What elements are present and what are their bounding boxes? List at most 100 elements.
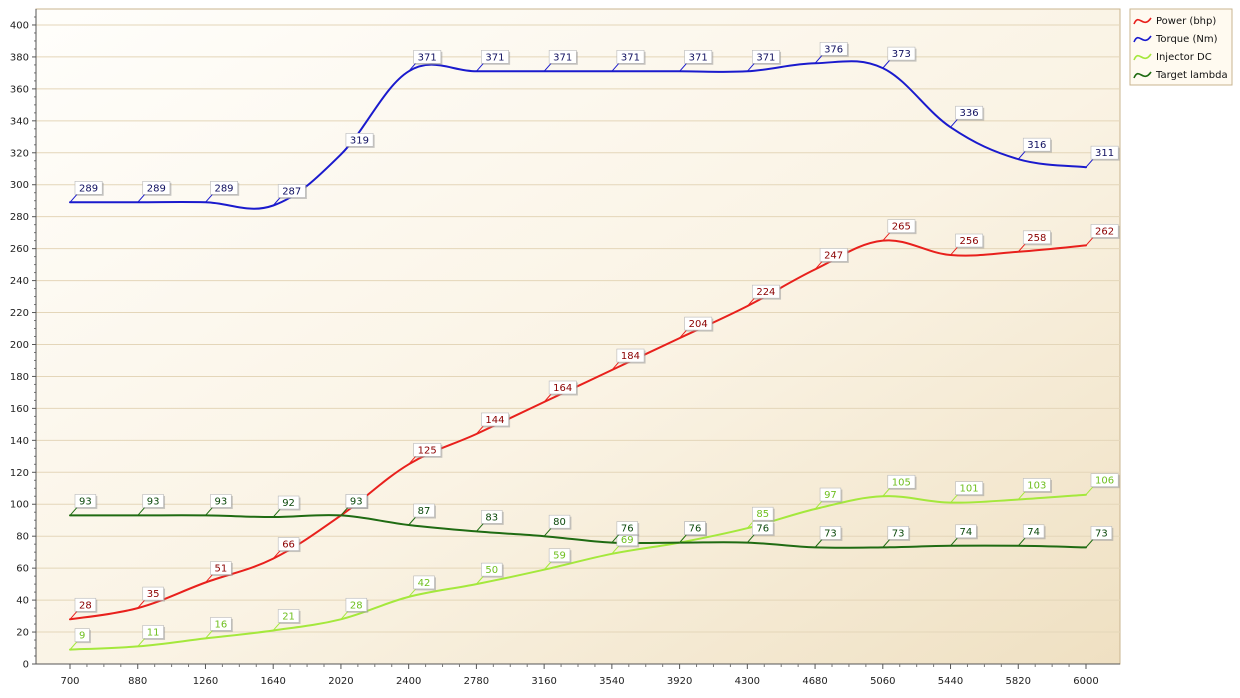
data-label: 73 <box>814 526 843 548</box>
x-tick-label: 1640 <box>260 676 285 687</box>
x-tick-label: 880 <box>128 676 147 687</box>
axes: 0 20 40 60 80 100 120 140 160 180 200 220 240 260 280 3… <box>10 9 1120 687</box>
data-label-leader <box>69 641 78 650</box>
data-label: 28 <box>340 597 369 620</box>
data-label-text: 204 <box>689 319 708 330</box>
legend-item: Power (bhp) <box>1133 16 1216 27</box>
data-label-text: 106 <box>1095 476 1114 487</box>
data-label-leader <box>746 62 755 72</box>
data-label-box <box>819 248 848 262</box>
data-label-text: 74 <box>960 527 973 538</box>
data-label: 371 <box>543 50 578 72</box>
y-tick-label: 180 <box>10 372 29 383</box>
data-label-leader <box>476 425 484 435</box>
data-label-box <box>955 105 984 120</box>
data-label: 164 <box>543 380 578 403</box>
data-label-leader <box>950 246 958 256</box>
data-label-box <box>277 495 300 510</box>
y-tick-label: 360 <box>10 84 29 95</box>
data-label-leader <box>611 534 620 543</box>
data-label-leader <box>882 232 891 241</box>
data-label-leader <box>272 508 281 518</box>
data-label-box <box>345 133 374 147</box>
data-label-box <box>1022 478 1051 492</box>
data-label-box <box>887 46 916 61</box>
data-label: 262 <box>1085 224 1120 246</box>
data-label-text: 164 <box>553 383 572 394</box>
data-label: 371 <box>611 50 646 72</box>
data-label-leader <box>814 54 823 64</box>
data-label-leader <box>814 500 823 510</box>
data-label-box <box>142 494 164 508</box>
data-label-leader <box>679 534 687 543</box>
legend-label: Torque (Nm) <box>1155 34 1218 45</box>
y-tick-label: 220 <box>10 308 29 319</box>
data-label-leader <box>814 261 823 270</box>
legend-swatch-3 <box>1133 71 1152 79</box>
data-label-text: 93 <box>214 496 227 507</box>
data-label-leader <box>679 329 687 339</box>
data-label-box <box>616 50 645 64</box>
data-label-leader <box>137 638 146 647</box>
x-tick-label: 5440 <box>938 676 963 687</box>
data-label-box <box>819 487 842 502</box>
data-label: 289 <box>205 181 240 203</box>
data-label-leader <box>69 507 78 516</box>
legend-label: Target lambda <box>1155 70 1228 81</box>
data-label: 59 <box>543 548 572 571</box>
data-label-leader <box>611 361 620 371</box>
data-label-leader <box>205 507 213 516</box>
data-label-text: 87 <box>418 506 431 517</box>
x-tick-label: 700 <box>60 676 79 687</box>
data-label-text: 76 <box>756 524 769 535</box>
series-line-3 <box>69 514 1087 549</box>
series-line-1 <box>69 60 1087 210</box>
y-tick-label: 300 <box>10 180 29 191</box>
data-label-leader <box>611 62 620 72</box>
data-label-leader <box>408 516 417 526</box>
data-label-text: 73 <box>1095 528 1108 539</box>
data-label-box <box>74 494 97 508</box>
data-label: 106 <box>1085 473 1120 495</box>
data-label-leader <box>272 622 281 631</box>
data-label-leader <box>882 539 891 548</box>
data-label: 11 <box>137 625 166 647</box>
data-label-leader <box>476 575 484 585</box>
data-label: 21 <box>272 609 301 631</box>
data-label: 105 <box>882 474 917 497</box>
data-label-text: 105 <box>892 477 911 488</box>
x-tick-label: 5820 <box>1006 676 1031 687</box>
data-label: 319 <box>340 133 375 155</box>
series-line-2 <box>69 493 1087 651</box>
x-tick-label: 2400 <box>396 676 421 687</box>
x-tick-label: 3920 <box>667 676 692 687</box>
x-tick-label: 6000 <box>1073 676 1098 687</box>
legend-item: Target lambda <box>1133 70 1228 81</box>
data-label-leader <box>543 393 552 403</box>
data-label-box <box>548 548 571 563</box>
data-label: 73 <box>882 526 911 548</box>
data-label-leader <box>1085 158 1094 168</box>
y-tick-label: 40 <box>16 596 29 607</box>
data-label-text: 371 <box>418 52 437 63</box>
data-label: 83 <box>476 510 504 532</box>
data-label-box <box>481 412 509 427</box>
data-label: 85 <box>746 506 775 529</box>
data-label-box <box>752 284 780 299</box>
data-label-text: 316 <box>1027 140 1046 151</box>
data-label-box <box>752 521 774 535</box>
data-label-text: 265 <box>892 222 911 233</box>
data-label-text: 289 <box>214 183 233 194</box>
data-label-leader <box>814 539 823 548</box>
data-label: 66 <box>272 537 301 559</box>
legend-item: Torque (Nm) <box>1133 34 1218 45</box>
y-tick-label: 380 <box>10 52 29 63</box>
grid-lines <box>36 24 1120 633</box>
data-label-leader <box>950 118 958 128</box>
data-label-text: 224 <box>756 287 775 298</box>
data-label: 204 <box>679 316 714 339</box>
data-label-box <box>74 597 97 612</box>
data-label: 373 <box>882 46 917 69</box>
data-label: 371 <box>476 50 511 72</box>
